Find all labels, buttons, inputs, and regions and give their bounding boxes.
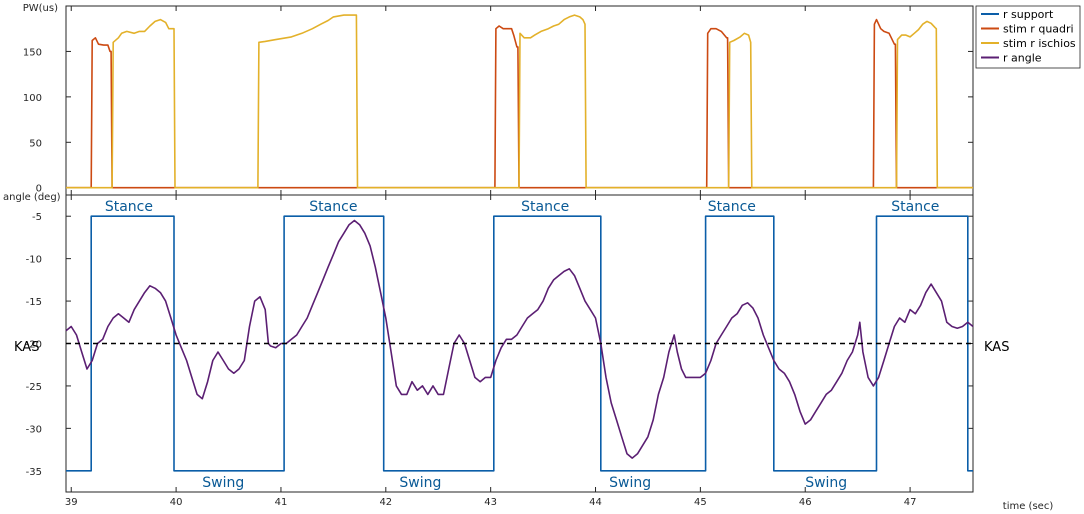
- x-axis-label: time (sec): [1003, 501, 1054, 512]
- bottom-y-tick-label: -20: [26, 340, 42, 351]
- phase-label-stance: Stance: [521, 199, 569, 215]
- x-tick-label: 47: [904, 497, 917, 508]
- top-series-lines: [66, 14, 973, 189]
- legend-label-stim-r-ischios: stim r ischios: [1003, 37, 1076, 50]
- top-panel: 0 50 100 150 PW(us): [23, 3, 974, 196]
- phase-label-swing: Swing: [805, 475, 847, 491]
- series-line-stim-r-ischios: [66, 14, 973, 189]
- x-tick-label: 40: [170, 497, 183, 508]
- phase-label-swing: Swing: [202, 475, 244, 491]
- x-tick-label: 42: [379, 497, 392, 508]
- legend-label-stim-r-quadri: stim r quadri: [1003, 23, 1074, 36]
- top-y-tick-label: 150: [23, 47, 42, 58]
- phase-label-swing: Swing: [609, 475, 651, 491]
- bottom-y-tick-label: -10: [26, 255, 42, 266]
- bottom-y-tick-label: -5: [32, 212, 42, 223]
- top-y-tick-label: 0: [36, 184, 42, 195]
- bottom-y-axis-label: angle (deg): [3, 192, 61, 203]
- x-tick-label: 43: [484, 497, 497, 508]
- x-tick-label: 39: [65, 497, 78, 508]
- top-y-axis-label: PW(us): [23, 3, 58, 14]
- bottom-y-tick-label: -30: [26, 424, 42, 435]
- top-y-tick-label: 100: [23, 93, 42, 104]
- x-tick-label: 46: [799, 497, 812, 508]
- legend-label-r-support: r support: [1003, 8, 1054, 21]
- legend-label-r-angle: r angle: [1003, 52, 1042, 65]
- phase-label-stance: Stance: [708, 199, 756, 215]
- top-y-tick-label: 50: [29, 138, 42, 149]
- bottom-y-ticks: -5 -10 -15 -20 -25 -30 -35: [26, 212, 973, 478]
- kas-label-left: KAS: [14, 340, 39, 355]
- series-line-stim-r-quadri: [66, 18, 973, 189]
- bottom-x-ticks: 39 40 41 42 43 44 45 46 47: [65, 195, 917, 508]
- phase-labels: Stance Stance Stance Stance Stance Swing Swing…: [105, 199, 940, 491]
- x-tick-label: 44: [589, 497, 602, 508]
- x-tick-label: 41: [275, 497, 288, 508]
- series-line-r-angle: [65, 219, 974, 459]
- kas-label-right: KAS: [984, 340, 1009, 355]
- phase-label-stance: Stance: [309, 199, 357, 215]
- bottom-series-lines: [65, 215, 974, 472]
- phase-label-stance: Stance: [891, 199, 939, 215]
- x-tick-label: 45: [694, 497, 707, 508]
- phase-label-stance: Stance: [105, 199, 153, 215]
- bottom-y-tick-label: -15: [26, 297, 42, 308]
- bottom-panel: -5-10-15-20-25-30-35 39 40 41 42 43 44 45 46 47 …: [3, 192, 1053, 512]
- bottom-y-tick-label: -35: [26, 467, 42, 478]
- phase-label-swing: Swing: [399, 475, 441, 491]
- bottom-y-tick-label: -25: [26, 382, 42, 393]
